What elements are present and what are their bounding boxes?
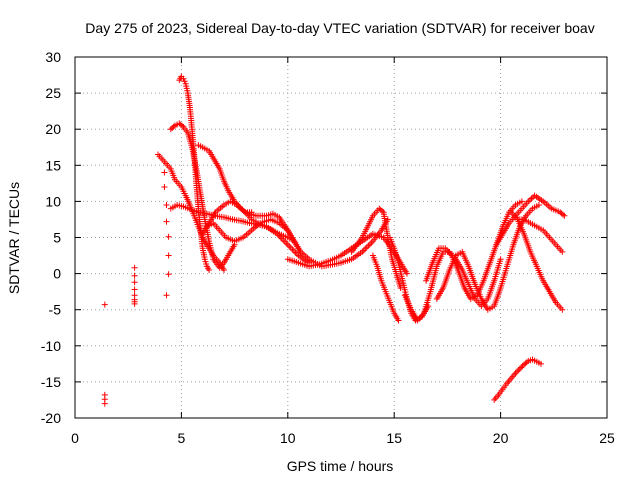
data-point <box>163 292 170 299</box>
data-point <box>515 367 522 374</box>
data-point <box>384 216 391 223</box>
data-point <box>519 363 526 369</box>
data-point <box>179 122 186 129</box>
y-tick-label: 10 <box>45 193 61 209</box>
data-point <box>163 202 170 208</box>
data-point <box>165 252 172 259</box>
data-point <box>518 198 525 205</box>
data-point <box>404 270 410 277</box>
data-point <box>513 368 520 375</box>
x-tick-label: 15 <box>386 430 402 446</box>
data-point <box>559 306 566 313</box>
data-points <box>101 73 568 407</box>
data-point <box>497 256 504 263</box>
data-point <box>165 271 172 278</box>
data-point <box>395 317 402 324</box>
data-point <box>131 279 138 286</box>
data-point <box>131 286 138 293</box>
y-tick-label: -20 <box>41 410 61 426</box>
data-point <box>101 301 108 308</box>
x-tick-label: 10 <box>280 430 296 446</box>
y-tick-label: -5 <box>49 302 62 318</box>
y-tick-label: 0 <box>53 266 61 282</box>
x-tick-labels: 0 5 10 15 20 25 <box>71 430 615 446</box>
y-tick-label: 30 <box>45 49 61 65</box>
y-tick-label: 20 <box>45 121 61 137</box>
data-point <box>512 370 519 377</box>
data-point <box>131 272 138 279</box>
data-point <box>518 364 525 371</box>
y-tick-label: -10 <box>41 338 61 354</box>
axis-ticks <box>74 56 608 419</box>
data-point <box>161 184 168 190</box>
x-tick-label: 25 <box>599 430 615 446</box>
y-tick-label: -15 <box>41 374 61 390</box>
data-point <box>131 300 138 307</box>
data-point <box>165 233 172 240</box>
data-point <box>362 245 369 252</box>
data-point <box>170 123 177 130</box>
data-point <box>360 247 367 254</box>
y-tick-label: 5 <box>53 230 61 246</box>
x-tick-label: 5 <box>178 430 186 446</box>
data-point <box>560 211 566 218</box>
data-point <box>206 267 213 273</box>
data-point <box>538 360 544 367</box>
y-tick-labels: 30 25 20 15 10 5 0 -5 -10 -15 -20 <box>41 49 61 426</box>
x-tick-label: 0 <box>71 430 79 446</box>
data-point <box>101 400 108 407</box>
data-point <box>163 218 170 225</box>
data-point <box>131 264 138 271</box>
y-tick-label: 25 <box>45 85 61 101</box>
data-point <box>561 212 568 219</box>
data-point <box>559 248 566 255</box>
x-tick-label: 20 <box>493 430 509 446</box>
data-point <box>283 240 290 247</box>
chart-title: Day 275 of 2023, Sidereal Day-to-day VTE… <box>85 20 594 36</box>
x-axis-label: GPS time / hours <box>287 458 394 474</box>
grid <box>75 57 607 418</box>
data-point <box>516 365 523 372</box>
data-point <box>161 169 168 176</box>
y-axis-label: SDTVAR / TECUs <box>6 182 22 294</box>
data-point <box>221 267 227 273</box>
y-tick-label: 15 <box>45 157 61 173</box>
data-point <box>368 239 375 246</box>
data-point <box>281 238 288 245</box>
data-point <box>535 202 542 208</box>
